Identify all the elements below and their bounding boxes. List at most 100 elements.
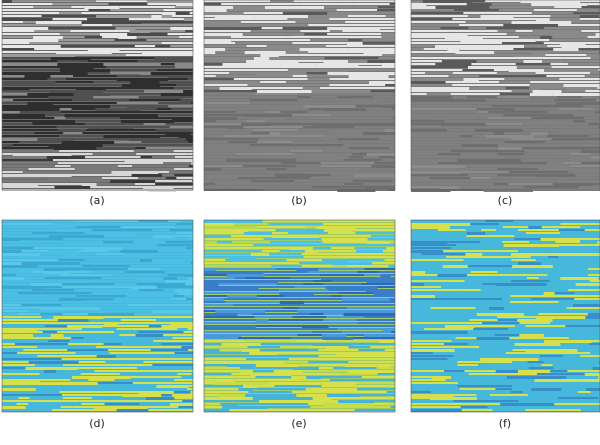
texture-stripe [452,18,502,20]
texture-stripe [2,33,60,35]
texture-stripe [265,6,324,9]
texture-stripe [509,337,540,339]
texture-stripe [441,286,480,289]
texture-stripe [250,259,286,262]
texture-stripe [585,406,600,409]
texture-stripe [142,51,193,54]
texture-stripe [321,298,342,300]
texture-stripe [52,280,90,283]
texture-stripe [411,54,452,56]
texture-stripe [547,111,594,114]
texture-stripe [363,42,374,44]
texture-stripe [146,397,175,400]
texture-stripe [2,403,17,405]
texture-stripe [481,229,496,231]
texture-stripe [61,406,73,408]
texture-stripe [214,253,251,255]
texture-stripe [325,108,366,111]
texture-stripe [342,331,391,333]
texture-stripe [274,370,303,373]
texture-stripe [72,406,94,408]
texture-stripe [551,63,569,65]
texture-stripe [301,322,358,324]
texture-stripe [168,183,193,185]
texture-stripe [302,120,357,123]
texture-stripe [265,120,302,122]
texture-stripe [349,75,389,78]
texture-stripe [544,42,560,44]
texture-stripe [411,301,459,304]
texture-stripe [411,370,444,372]
texture-stripe [304,33,327,35]
texture-stripe [546,253,577,256]
texture-stripe [32,120,75,123]
texture-stripe [337,96,352,98]
texture-stripe [533,247,576,249]
texture-stripe [45,135,59,137]
texture-stripe [279,289,329,291]
texture-stripe [148,406,179,408]
texture-stripe [121,226,176,228]
texture-stripe [137,367,193,369]
texture-stripe [156,129,193,132]
texture-stripe [204,117,238,120]
texture-stripe [82,21,98,24]
texture-stripe [351,343,395,345]
texture-stripe [183,90,193,93]
texture-stripe [23,349,67,351]
texture-stripe [185,283,193,285]
texture-stripe [557,96,582,98]
texture-stripe [573,397,599,399]
texture-stripe [128,268,160,270]
texture-stripe [295,286,326,288]
texture-stripe [2,132,34,134]
texture-stripe [204,3,221,5]
texture-stripe [59,244,74,246]
texture-stripe [300,102,353,104]
texture-stripe [60,391,110,393]
texture-stripe [323,241,368,243]
texture-stripe [489,6,533,8]
texture-stripe [460,310,477,312]
texture-stripe [307,72,328,74]
texture-stripe [37,355,78,357]
texture-stripe [530,385,590,388]
texture-stripe [579,177,600,179]
texture-stripe [204,93,255,95]
texture-stripe [323,223,350,225]
texture-stripe [270,241,322,243]
texture-stripe [497,174,536,176]
texture-stripe [159,48,193,50]
texture-stripe [50,75,73,77]
texture-stripe [567,376,599,378]
texture-stripe [379,156,395,158]
texture-stripe [320,87,341,89]
texture-stripe [493,376,507,379]
texture-stripe [462,126,521,128]
texture-stripe [269,253,302,255]
texture-stripe [355,247,387,249]
texture-stripe [471,90,512,92]
texture-stripe [543,120,573,123]
texture-stripe [484,81,500,83]
texture-stripe [166,123,193,125]
texture-stripe [554,6,581,8]
texture-stripe [121,319,156,321]
texture-stripe [183,361,193,363]
texture-stripe [283,307,299,309]
texture-stripe [436,174,469,176]
texture-stripe [411,66,468,68]
texture-stripe [488,117,531,119]
texture-stripe [170,45,193,47]
texture-stripe [204,33,243,36]
texture-stripe [66,159,103,161]
texture-stripe [175,352,193,354]
texture-stripe [157,244,193,246]
texture-stripe [504,244,559,247]
texture-stripe [468,33,507,35]
texture-stripe [453,268,503,271]
texture-stripe [589,343,600,345]
texture-stripe [43,391,60,394]
texture-stripe [184,295,193,297]
texture-stripe [2,111,20,113]
